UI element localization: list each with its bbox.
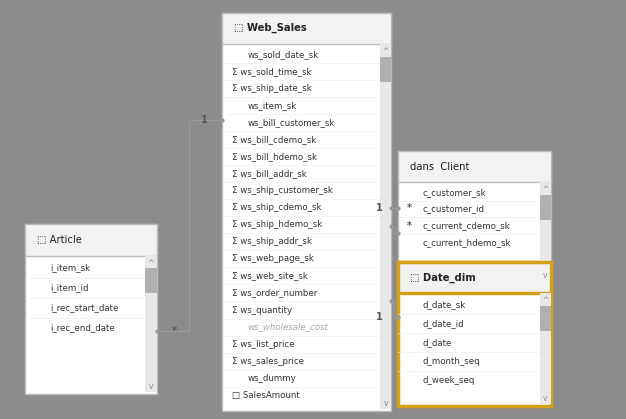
Text: Σ ws_ship_customer_sk: Σ ws_ship_customer_sk [232,186,333,195]
Text: ws_dummy: ws_dummy [247,374,296,383]
Bar [540,293,551,404]
Bar [398,151,551,182]
Bar [540,182,551,281]
Bar [380,57,391,82]
Text: v: v [543,271,548,280]
Text: Σ ws_sales_price: Σ ws_sales_price [232,357,304,366]
Text: c_customer_sk: c_customer_sk [423,188,486,197]
Text: Σ ws_list_price: Σ ws_list_price [232,340,295,349]
Text: Σ ws_ship_date_sk: Σ ws_ship_date_sk [232,84,312,93]
Text: dans  Client: dans Client [409,162,469,171]
Text: d_month_seq: d_month_seq [423,357,480,366]
Text: v: v [148,382,153,391]
Text: ^: ^ [542,185,548,194]
Text: Σ ws_sold_time_sk: Σ ws_sold_time_sk [232,67,312,76]
Text: v: v [383,398,388,408]
Text: Σ ws_web_page_sk: Σ ws_web_page_sk [232,254,314,264]
Text: ws_sold_date_sk: ws_sold_date_sk [247,50,319,59]
Text: d_week_seq: d_week_seq [423,375,475,385]
Text: Σ ws_ship_cdemo_sk: Σ ws_ship_cdemo_sk [232,203,322,212]
Text: Σ ws_bill_addr_sk: Σ ws_bill_addr_sk [232,169,307,178]
Text: Σ ws_bill_hdemo_sk: Σ ws_bill_hdemo_sk [232,152,317,161]
Bar [25,224,156,394]
Text: Σ ws_bill_cdemo_sk: Σ ws_bill_cdemo_sk [232,135,317,144]
Text: ^: ^ [148,259,154,268]
Text: ^: ^ [542,296,548,305]
Text: Σ ws_ship_addr_sk: Σ ws_ship_addr_sk [232,237,312,246]
Text: c_customer_id: c_customer_id [423,204,485,214]
Text: 1: 1 [376,312,383,322]
Text: Σ ws_web_site_sk: Σ ws_web_site_sk [232,272,308,280]
Text: c_current_cdemo_sk: c_current_cdemo_sk [423,221,510,230]
Text: c_current_hdemo_sk: c_current_hdemo_sk [423,238,511,247]
Bar [540,306,551,331]
Text: i_rec_end_date: i_rec_end_date [50,323,115,333]
Text: 1: 1 [201,115,208,125]
Text: □ SalesAmount: □ SalesAmount [232,391,300,400]
Text: d_date: d_date [423,338,452,347]
Bar [222,13,391,411]
Text: *: * [407,220,412,230]
Bar [380,44,391,409]
Text: Σ ws_ship_hdemo_sk: Σ ws_ship_hdemo_sk [232,220,322,229]
Text: ^: ^ [382,47,389,56]
Text: v: v [543,394,548,403]
Bar [145,256,156,392]
Text: ⬚ Article: ⬚ Article [37,235,82,245]
Bar [398,151,551,283]
Text: i_rec_start_date: i_rec_start_date [50,303,118,313]
Bar [145,268,156,293]
Text: *: * [407,203,412,212]
Text: d_date_sk: d_date_sk [423,300,466,309]
Bar [398,262,551,406]
Text: i_item_id: i_item_id [50,283,88,292]
Bar [398,262,551,293]
Text: d_date_id: d_date_id [423,319,464,328]
Text: 1: 1 [376,203,383,212]
Text: ws_wholesale_cost: ws_wholesale_cost [247,323,328,331]
Text: Σ ws_quantity: Σ ws_quantity [232,305,292,315]
Text: i_item_sk: i_item_sk [50,263,90,272]
Bar [222,13,391,44]
Text: ws_bill_customer_sk: ws_bill_customer_sk [247,118,335,127]
Text: ⬚ Web_Sales: ⬚ Web_Sales [234,23,307,34]
Bar [25,224,156,256]
Text: *: * [172,326,177,336]
Text: ⬚ Date_dim: ⬚ Date_dim [409,272,475,283]
Text: ws_item_sk: ws_item_sk [247,101,297,110]
Text: Σ ws_order_number: Σ ws_order_number [232,288,317,297]
Bar [540,195,551,220]
